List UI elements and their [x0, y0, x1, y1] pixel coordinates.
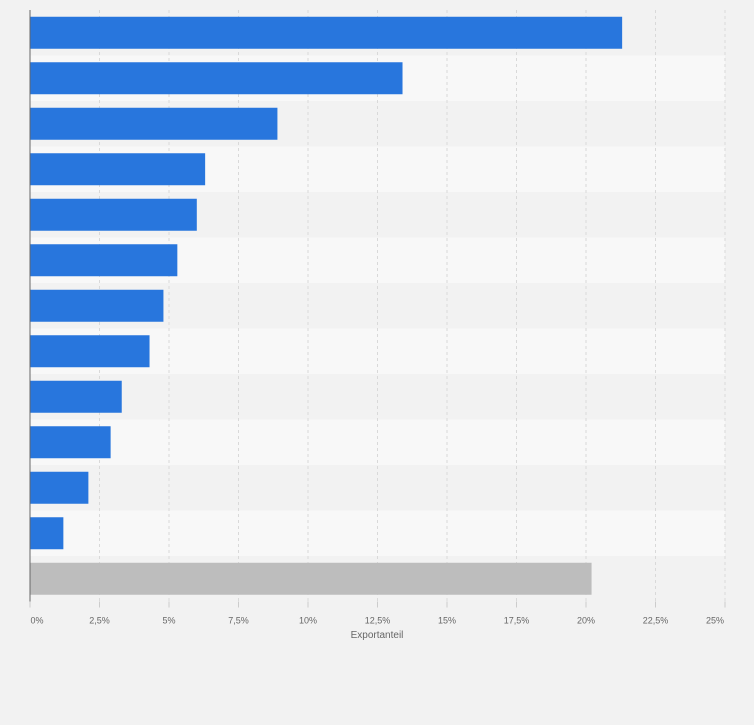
bar — [30, 244, 178, 277]
bar — [30, 107, 278, 140]
bar — [30, 289, 164, 322]
x-tick-label: 25% — [706, 616, 724, 626]
bar — [30, 62, 403, 95]
bar — [30, 16, 623, 49]
x-tick-label: 7,5% — [228, 616, 249, 626]
bar — [30, 426, 111, 459]
x-tick-label: 0% — [30, 616, 43, 626]
x-tick-label: 22,5% — [643, 616, 669, 626]
x-axis-label: Exportanteil — [351, 630, 404, 641]
bar — [30, 198, 197, 231]
bar — [30, 517, 64, 550]
bar — [30, 562, 592, 595]
bar — [30, 380, 122, 413]
x-tick-label: 10% — [299, 616, 317, 626]
bar — [30, 335, 150, 368]
x-tick-label: 2,5% — [89, 616, 110, 626]
bar — [30, 153, 206, 186]
x-tick-label: 12,5% — [365, 616, 391, 626]
bar — [30, 471, 89, 504]
x-tick-label: 15% — [438, 616, 456, 626]
x-tick-label: 5% — [162, 616, 175, 626]
x-tick-label: 17,5% — [504, 616, 530, 626]
x-tick-label: 20% — [577, 616, 595, 626]
